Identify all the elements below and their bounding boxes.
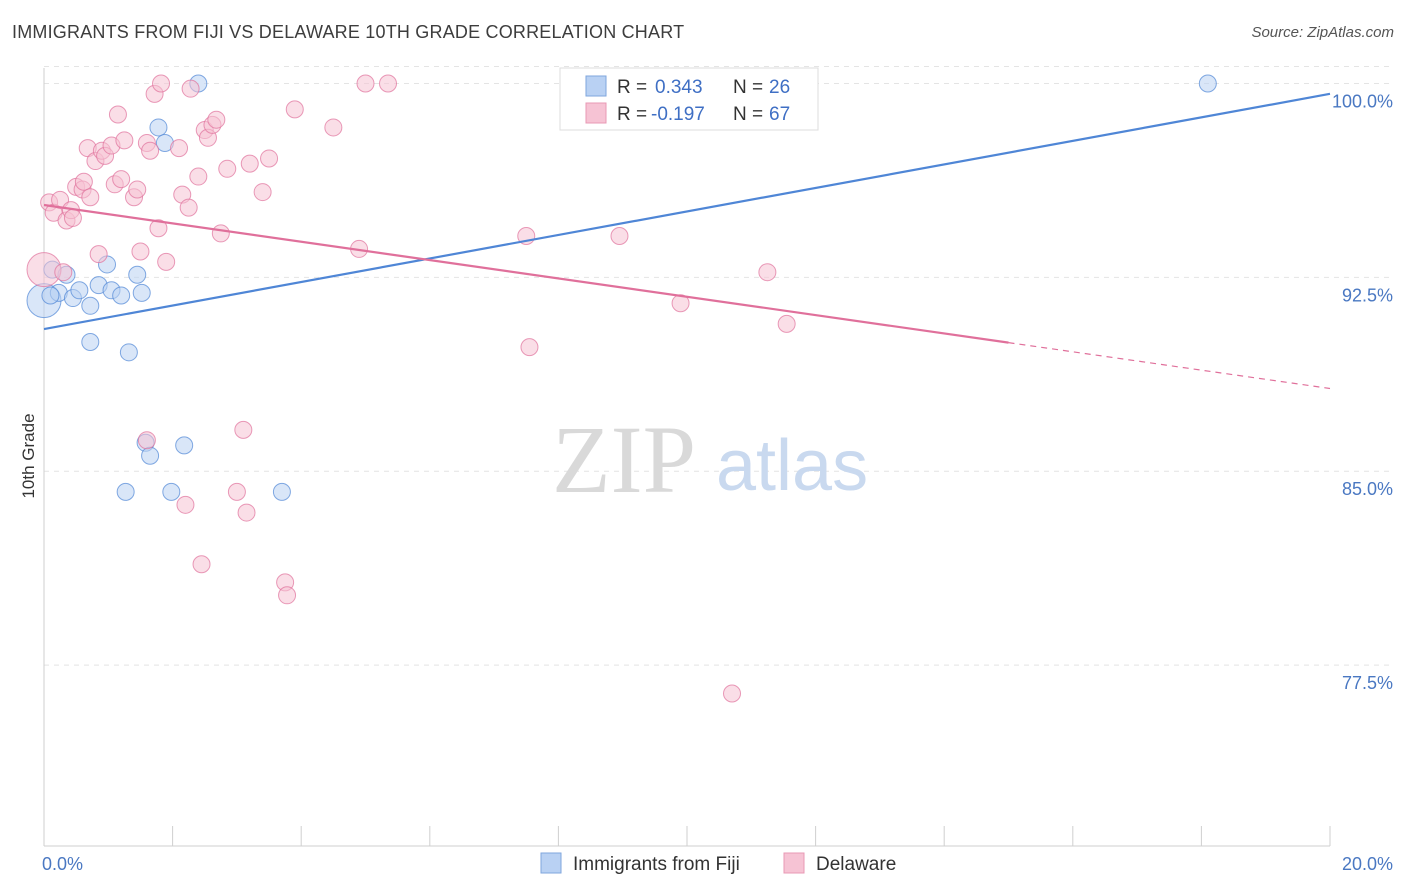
- y-tick-labels: 77.5% 85.0% 92.5% 100.0%: [1332, 92, 1393, 694]
- legend: R = 0.343 N = 26 R = -0.197 N = 67: [559, 67, 819, 131]
- point-delaware-26: [137, 431, 156, 450]
- point-fiji-16: [141, 446, 160, 465]
- point-fiji-11: [112, 286, 131, 305]
- trend-lines: [43, 92, 1331, 390]
- point-fiji-13: [128, 265, 147, 284]
- point-delaware-12: [81, 188, 100, 207]
- legend-r-value-fiji: 0.343: [655, 77, 703, 98]
- point-delaware-4: [54, 263, 73, 282]
- point-fiji-14: [132, 283, 151, 302]
- point-delaware-45: [227, 482, 246, 501]
- point-fiji-23: [272, 482, 291, 501]
- legend-r-value-delaware: -0.197: [651, 104, 705, 125]
- point-delaware-36: [181, 79, 200, 98]
- y-tick-label-3: 100.0%: [1332, 92, 1393, 112]
- point-delaware-24: [131, 242, 150, 261]
- point-delaware-56: [356, 74, 375, 93]
- grid-lines: [44, 66, 1392, 666]
- point-fiji-25: [41, 286, 60, 305]
- legend-swatch-delaware: [585, 102, 607, 124]
- legend-n-label-delaware: N =: [733, 104, 763, 125]
- point-delaware-59: [520, 338, 539, 357]
- bottom-legend-label-delaware: Delaware: [816, 854, 896, 875]
- legend-swatch-fiji: [585, 75, 607, 97]
- point-delaware-53: [285, 100, 304, 119]
- point-delaware-38: [192, 555, 211, 574]
- point-fiji-20: [175, 436, 194, 455]
- point-delaware-52: [278, 586, 297, 605]
- legend-r-label-delaware: R =: [617, 104, 647, 125]
- point-delaware-19: [108, 105, 127, 124]
- point-delaware-21: [115, 131, 134, 150]
- point-delaware-65: [758, 263, 777, 282]
- trend-line-delaware: [43, 203, 1009, 344]
- watermark-zip: ZIP: [552, 406, 696, 513]
- point-fiji-24: [1198, 74, 1217, 93]
- watermark: ZIP atlas: [552, 406, 868, 513]
- point-delaware-29: [149, 219, 168, 238]
- point-delaware-14: [89, 245, 108, 264]
- chart-source: Source: ZipAtlas.com: [1251, 24, 1394, 41]
- point-delaware-30: [152, 74, 171, 93]
- bottom-legend: Immigrants from Fiji Delaware: [540, 852, 896, 875]
- watermark-atlas: atlas: [716, 426, 868, 506]
- bottom-legend-swatch-fiji: [540, 852, 562, 874]
- point-delaware-34: [176, 495, 195, 514]
- point-delaware-50: [260, 149, 279, 168]
- legend-n-value-delaware: 67: [769, 104, 790, 125]
- legend-n-value-fiji: 26: [769, 77, 790, 98]
- point-delaware-61: [671, 294, 690, 313]
- point-delaware-7: [63, 208, 82, 227]
- point-delaware-35: [179, 198, 198, 217]
- legend-n-label-fiji: N =: [733, 77, 763, 98]
- point-delaware-54: [324, 118, 343, 137]
- point-fiji-21: [116, 482, 135, 501]
- legend-r-label-fiji: R =: [617, 77, 647, 98]
- x-tick-label-min: 0.0%: [42, 854, 83, 874]
- y-tick-label-1: 85.0%: [1342, 479, 1393, 499]
- point-fiji-7: [81, 296, 100, 315]
- point-fiji-17: [149, 118, 168, 137]
- point-delaware-43: [211, 224, 230, 243]
- y-tick-label-2: 92.5%: [1342, 285, 1393, 305]
- point-delaware-42: [207, 110, 226, 129]
- point-fiji-6: [81, 332, 100, 351]
- x-tick-label-max: 20.0%: [1342, 854, 1393, 874]
- point-delaware-27: [141, 141, 160, 160]
- point-delaware-20: [112, 170, 131, 189]
- point-delaware-37: [189, 167, 208, 186]
- point-delaware-44: [218, 159, 237, 178]
- y-axis-label: 10th Grade: [19, 413, 38, 498]
- trend-extension-delaware: [1008, 342, 1331, 390]
- bottom-legend-swatch-delaware: [783, 852, 805, 874]
- data-points: [26, 74, 1217, 703]
- point-fiji-19: [162, 482, 181, 501]
- point-fiji-12: [119, 343, 138, 362]
- point-delaware-63: [723, 684, 742, 703]
- trend-line-fiji: [43, 92, 1331, 331]
- bottom-legend-label-fiji: Immigrants from Fiji: [573, 854, 740, 875]
- point-delaware-66: [777, 314, 796, 333]
- point-delaware-23: [128, 180, 147, 199]
- point-delaware-47: [237, 503, 256, 522]
- point-delaware-10: [74, 172, 93, 191]
- point-delaware-32: [170, 139, 189, 158]
- point-fiji-5: [70, 281, 89, 300]
- point-delaware-57: [379, 74, 398, 93]
- y-tick-label-0: 77.5%: [1342, 673, 1393, 693]
- chart-title: IMMIGRANTS FROM FIJI VS DELAWARE 10TH GR…: [12, 22, 685, 42]
- point-delaware-31: [157, 252, 176, 271]
- point-delaware-49: [253, 183, 272, 202]
- point-delaware-60: [610, 227, 629, 246]
- point-delaware-48: [240, 154, 259, 173]
- point-delaware-46: [234, 420, 253, 439]
